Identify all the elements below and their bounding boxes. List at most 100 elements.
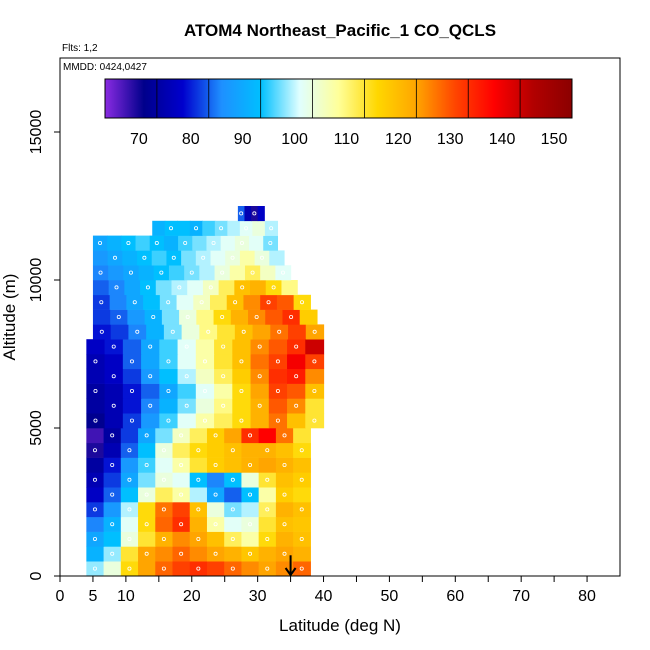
heatmap-cell: [268, 383, 288, 399]
heatmap-cell: [155, 442, 174, 458]
sample-point: [230, 537, 235, 542]
sample-point: [127, 477, 132, 482]
sample-point: [239, 240, 244, 245]
heatmap-cell: [260, 265, 276, 281]
heatmap-cell: [122, 354, 142, 370]
heatmap-cell: [120, 428, 139, 444]
heatmap-cell: [287, 413, 306, 429]
sample-point: [142, 255, 147, 260]
sample-point: [299, 448, 304, 453]
heatmap-cell: [224, 487, 243, 503]
heatmap-cell: [206, 442, 225, 458]
heatmap-cell: [275, 442, 294, 458]
heatmap-cell: [155, 487, 174, 503]
sample-point: [161, 537, 166, 542]
heatmap-cell: [214, 220, 228, 236]
sample-point: [275, 388, 280, 393]
heatmap-cell: [275, 502, 294, 518]
heatmap-cell: [122, 368, 142, 384]
heatmap-cell: [276, 294, 295, 310]
heatmap-cell: [161, 309, 180, 325]
heatmap-cell: [250, 398, 270, 414]
dates-annotation: MMDD: 0424,0427: [63, 62, 147, 73]
heatmap-cell: [138, 487, 156, 503]
heatmap-cell: [189, 561, 208, 576]
sample-point: [112, 255, 117, 260]
heatmap-cell: [122, 383, 142, 399]
sample-point: [219, 226, 224, 231]
sample-point: [248, 492, 253, 497]
sample-point: [265, 537, 270, 542]
heatmap-cell: [305, 368, 325, 384]
heatmap-cell: [189, 428, 208, 444]
sample-point: [282, 462, 287, 467]
sample-point: [282, 551, 287, 556]
sample-point: [312, 329, 317, 334]
sample-point: [179, 433, 184, 438]
heatmap-cell: [195, 250, 212, 266]
sample-point: [110, 522, 115, 527]
sample-point: [294, 374, 299, 379]
sample-point: [239, 211, 244, 216]
heatmap-cell: [250, 413, 270, 429]
heatmap-cell: [195, 368, 215, 384]
x-tick-label: 20: [183, 588, 201, 605]
sample-point: [230, 507, 235, 512]
sample-point: [213, 551, 218, 556]
heatmap-cell: [275, 546, 294, 562]
heatmap-cell: [206, 546, 225, 562]
sample-point: [196, 566, 201, 571]
sample-point: [221, 344, 226, 349]
heatmap-cell: [252, 324, 271, 340]
heatmap-cell: [104, 354, 124, 370]
sample-point: [161, 477, 166, 482]
sample-point: [265, 566, 270, 571]
sample-point: [110, 462, 115, 467]
heatmap-cell: [109, 294, 127, 310]
sample-point: [220, 270, 225, 275]
sample-point: [230, 477, 235, 482]
heatmap-cell: [258, 472, 277, 488]
heatmap-cell: [166, 250, 182, 266]
heatmap-cell: [305, 354, 325, 370]
sample-point: [92, 566, 97, 571]
heatmap-cell: [92, 250, 109, 266]
heatmap-cell: [86, 487, 105, 503]
heatmap-cell: [155, 502, 174, 518]
heatmap-cell: [293, 294, 311, 310]
heatmap-cell: [305, 398, 325, 414]
heatmap-cell: [141, 354, 160, 370]
sample-point: [250, 270, 255, 275]
heatmap-cell: [224, 442, 243, 458]
heatmap-cell: [103, 561, 122, 576]
heatmap-cell: [237, 206, 246, 222]
heatmap-cell: [163, 235, 179, 251]
sample-point: [312, 359, 317, 364]
heatmap-cell: [210, 294, 228, 310]
heatmap-cell: [265, 309, 284, 325]
sample-point: [166, 388, 171, 393]
heatmap-cell: [260, 294, 278, 310]
heatmap-cell: [122, 413, 142, 429]
heatmap-cell: [110, 309, 129, 325]
heatmap-cell: [155, 516, 174, 532]
heatmap-cell: [108, 280, 125, 296]
heatmap-cell: [86, 428, 105, 444]
sample-point: [179, 522, 184, 527]
sample-point: [166, 418, 171, 423]
heatmap-cell: [275, 472, 294, 488]
sample-point: [196, 537, 201, 542]
heatmap-cell: [224, 502, 243, 518]
y-tick-label: 5000: [28, 410, 45, 446]
sample-point: [99, 300, 104, 305]
heatmap-cell: [234, 324, 254, 340]
sample-point: [213, 492, 218, 497]
heatmap-cell: [258, 561, 277, 576]
heatmap-cell: [263, 235, 279, 251]
sample-point: [92, 507, 97, 512]
heatmap-cell: [258, 442, 277, 458]
sample-point: [265, 448, 270, 453]
heatmap-cell: [159, 368, 179, 384]
heatmap-cell: [224, 531, 243, 547]
sample-point: [230, 566, 235, 571]
